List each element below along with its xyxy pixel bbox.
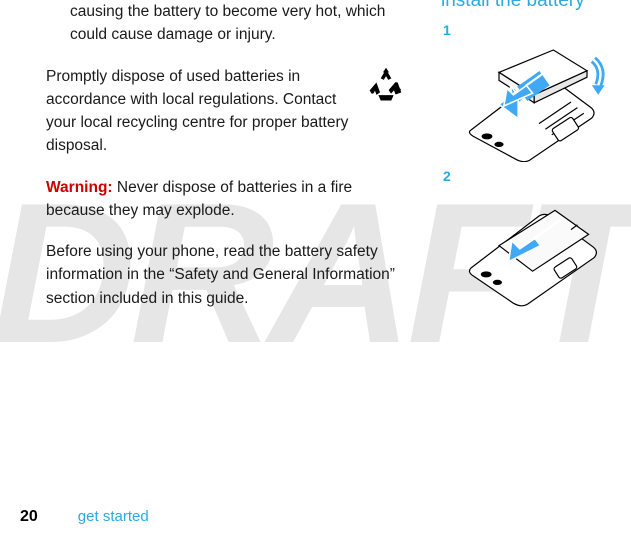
recycle-icon xyxy=(367,67,405,110)
page-number: 20 xyxy=(20,508,38,526)
content-columns: causing the battery to become very hot, … xyxy=(0,0,631,508)
figure-step-1 xyxy=(451,42,611,162)
paragraph-1: causing the battery to become very hot, … xyxy=(46,0,411,47)
footer-section-label: get started xyxy=(78,508,149,525)
page: causing the battery to become very hot, … xyxy=(0,0,631,548)
right-column: install the battery 1 xyxy=(431,0,611,508)
paragraph-2-wrap: Promptly dispose of used batteries in ac… xyxy=(46,65,411,158)
figure-step-2 xyxy=(451,188,611,308)
paragraph-4: Before using your phone, read the batter… xyxy=(46,240,411,310)
section-heading: install the battery xyxy=(441,0,611,12)
step-2-number: 2 xyxy=(443,168,611,184)
paragraph-warning: Warning: Never dispose of batteries in a… xyxy=(46,176,411,223)
warning-label: Warning: xyxy=(46,179,113,196)
paragraph-2: Promptly dispose of used batteries in ac… xyxy=(46,65,411,158)
left-column: causing the battery to become very hot, … xyxy=(46,0,431,508)
step-1-number: 1 xyxy=(443,22,611,38)
page-footer: 20 get started xyxy=(0,508,631,548)
